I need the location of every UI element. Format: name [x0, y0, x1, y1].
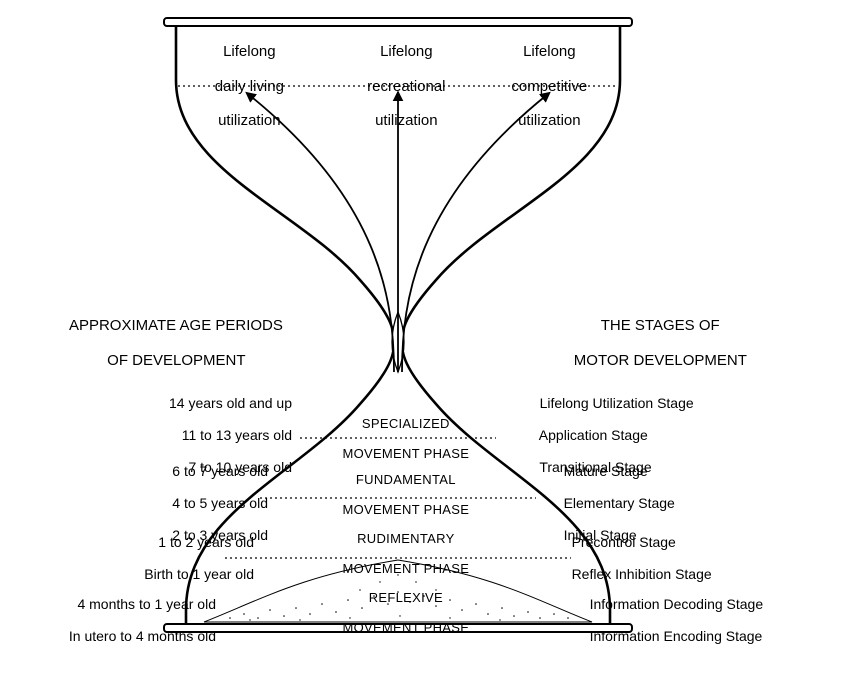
- left-heading: APPROXIMATE AGE PERIODS OF DEVELOPMENT: [48, 300, 288, 386]
- top-label-line: Lifelong: [380, 43, 433, 60]
- phase-reflexive: REFLEXIVE MOVEMENT PHASE: [320, 576, 476, 651]
- age-line: 14 years old and up: [169, 395, 292, 411]
- top-label-competitive: Lifelong competitive utilization: [486, 26, 596, 147]
- stage-line: Elementary Stage: [564, 495, 675, 511]
- top-label-line: Lifelong: [523, 43, 576, 60]
- heading-line: APPROXIMATE AGE PERIODS: [69, 317, 283, 334]
- stage-line: Information Decoding Stage: [590, 596, 764, 612]
- age-line: 4 months to 1 year old: [77, 596, 216, 612]
- right-heading: THE STAGES OF MOTOR DEVELOPMENT: [542, 300, 762, 386]
- heading-line: THE STAGES OF: [601, 317, 720, 334]
- age-line: In utero to 4 months old: [69, 628, 216, 644]
- phase-line: MOVEMENT PHASE: [342, 561, 469, 576]
- stage-line: Application Stage: [539, 427, 648, 443]
- hourglass-diagram: Lifelong daily living utilization Lifelo…: [0, 0, 850, 676]
- heading-line: MOTOR DEVELOPMENT: [574, 352, 747, 369]
- age-line: 6 to 7 years old: [172, 463, 268, 479]
- phase-line: REFLEXIVE: [369, 590, 443, 605]
- phase-line: SPECIALIZED: [362, 416, 450, 431]
- heading-line: OF DEVELOPMENT: [107, 352, 245, 369]
- age-line: 1 to 2 years old: [158, 534, 254, 550]
- age-line: 11 to 13 years old: [182, 427, 292, 443]
- top-label-line: competitive: [511, 78, 587, 95]
- top-label-line: utilization: [218, 112, 281, 129]
- stage-group-reflexive: Information Decoding Stage Information E…: [574, 580, 763, 660]
- top-label-line: recreational: [367, 78, 445, 95]
- top-label-daily-living: Lifelong daily living utilization: [195, 26, 287, 147]
- stage-line: Precontrol Stage: [572, 534, 676, 550]
- phase-line: RUDIMENTARY: [357, 531, 454, 546]
- age-line: 4 to 5 years old: [172, 495, 268, 511]
- phase-line: FUNDAMENTAL: [356, 472, 456, 487]
- phase-line: MOVEMENT PHASE: [342, 502, 469, 517]
- phase-line: MOVEMENT PHASE: [342, 620, 469, 635]
- top-label-line: utilization: [518, 112, 581, 129]
- stage-line: Lifelong Utilization Stage: [540, 395, 694, 411]
- stage-line: Information Encoding Stage: [590, 628, 763, 644]
- top-label-line: utilization: [375, 112, 438, 129]
- age-group-reflexive: 4 months to 1 year old In utero to 4 mon…: [53, 580, 216, 660]
- top-label-line: daily living: [215, 78, 284, 95]
- top-label-line: Lifelong: [223, 43, 276, 60]
- top-label-recreational: Lifelong recreational utilization: [342, 26, 454, 147]
- stage-line: Mature Stage: [564, 463, 648, 479]
- top-rim: [164, 18, 632, 26]
